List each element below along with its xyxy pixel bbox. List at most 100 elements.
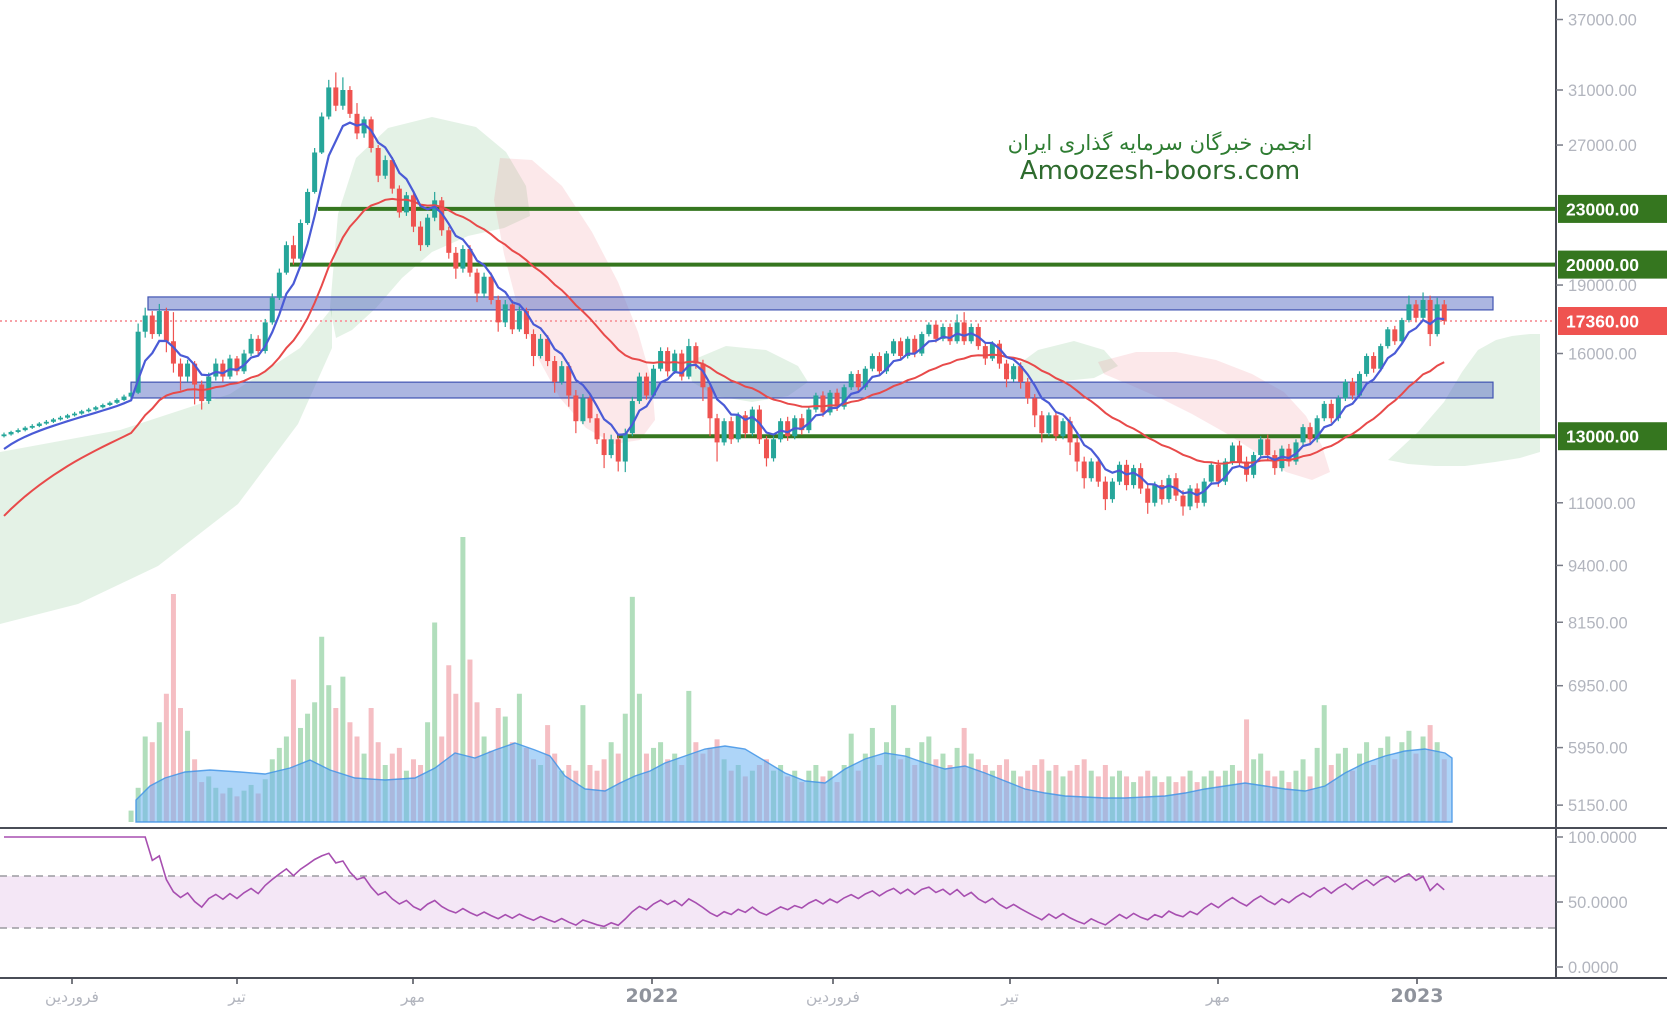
volume-bar [290, 679, 296, 822]
candle-body [855, 373, 861, 388]
volume-bar [163, 693, 169, 822]
candle-body [1258, 439, 1264, 456]
price-zone-1[interactable] [147, 296, 1494, 311]
time-label[interactable]: فروردین [45, 988, 99, 1007]
price-tick-label: 16000.00 [1568, 346, 1637, 364]
candle-body [135, 331, 141, 393]
candle-body [72, 413, 78, 416]
candle-body [446, 230, 452, 253]
price-axis-gutter[interactable] [1557, 0, 1667, 978]
candle-body [220, 363, 226, 377]
price-tick-label: 8150.00 [1568, 614, 1628, 632]
candle-body [1392, 329, 1398, 342]
price-zone-2[interactable] [130, 381, 1494, 399]
candle-body [86, 409, 92, 412]
candle-body [170, 341, 176, 364]
price-tick-label: 19000.00 [1568, 277, 1637, 295]
candle-body [566, 366, 572, 396]
candle-body [813, 395, 819, 410]
candle-body [538, 338, 544, 356]
candle-body [622, 433, 628, 462]
candle-body [340, 90, 346, 106]
time-label[interactable]: مهر [1205, 988, 1230, 1007]
time-label[interactable]: 2023 [1391, 985, 1444, 1007]
candle-body [679, 353, 685, 377]
candle-body [749, 409, 755, 434]
candle-body [29, 425, 35, 428]
candle-body [912, 338, 918, 354]
last-price-label-bg [1558, 307, 1667, 335]
price-tick-label: 5150.00 [1568, 797, 1628, 815]
candle-body [163, 311, 169, 342]
candle-body [100, 404, 106, 408]
volume-bar [340, 676, 346, 822]
candle-body [799, 418, 805, 431]
time-label[interactable]: 2022 [626, 985, 679, 1007]
candle-body [1364, 355, 1370, 374]
volume-bar [1321, 705, 1327, 822]
volume-bar [326, 685, 332, 822]
volume-bar [178, 708, 183, 822]
candle-body [1307, 427, 1313, 440]
volume-bar [608, 742, 614, 822]
volume-bar [333, 708, 339, 822]
price-tick-label: 37000.00 [1568, 12, 1637, 30]
candle-body [884, 353, 889, 372]
candle-body [545, 338, 551, 362]
candle-body [333, 87, 339, 106]
candle-body [1222, 461, 1228, 482]
candle-body [658, 351, 664, 369]
sub-tick-label: 0.0000 [1568, 959, 1618, 977]
time-label[interactable]: فروردین [806, 988, 860, 1007]
candle-body [1349, 381, 1355, 396]
candle-body [354, 113, 360, 134]
volume-bar [467, 659, 473, 822]
candle-body [389, 160, 395, 189]
candle-body [1173, 478, 1179, 496]
candle-body [79, 411, 85, 414]
candle-body [700, 363, 706, 388]
candle-body [1335, 398, 1341, 419]
ma-slow-line [3, 197, 1445, 517]
candle-body [460, 248, 466, 269]
volume-bar [142, 736, 148, 822]
candle-body [326, 87, 332, 117]
candle-body [1131, 468, 1137, 486]
candle-body [382, 160, 388, 176]
candle-body [1053, 415, 1059, 437]
candle-body [636, 376, 642, 402]
candle-body [1039, 415, 1045, 434]
candle-body [763, 439, 769, 459]
candle-body [1159, 485, 1165, 500]
candle-body [1385, 329, 1391, 347]
candle-body [947, 327, 953, 342]
volume-bar [149, 742, 155, 822]
candle-body [255, 338, 261, 352]
time-label[interactable]: تیر [1000, 988, 1019, 1006]
candle-body [523, 311, 529, 335]
time-label[interactable]: تیر [227, 988, 246, 1006]
price-tick-label: 31000.00 [1568, 82, 1637, 100]
time-label[interactable]: مهر [400, 988, 425, 1007]
candle-body [961, 322, 967, 342]
candle-body [601, 439, 607, 456]
candle-body [1187, 488, 1193, 507]
candle-body [1046, 415, 1052, 434]
volume-bar [622, 713, 628, 822]
candle-body [305, 191, 311, 224]
candle-body [891, 341, 897, 354]
candle-body [940, 327, 946, 339]
candle-body [834, 392, 840, 407]
candle-body [319, 116, 325, 153]
volume-bar [1102, 765, 1108, 822]
candle-body [467, 248, 473, 273]
candle-body [1011, 366, 1017, 380]
candle-body [552, 361, 558, 382]
ma-fast-line [3, 121, 1445, 497]
ichimoku-cloud-bull [1388, 334, 1540, 466]
candle-body [1357, 373, 1363, 396]
candle-body [1286, 448, 1292, 462]
candle-body [919, 334, 925, 354]
candle-body [213, 363, 219, 377]
